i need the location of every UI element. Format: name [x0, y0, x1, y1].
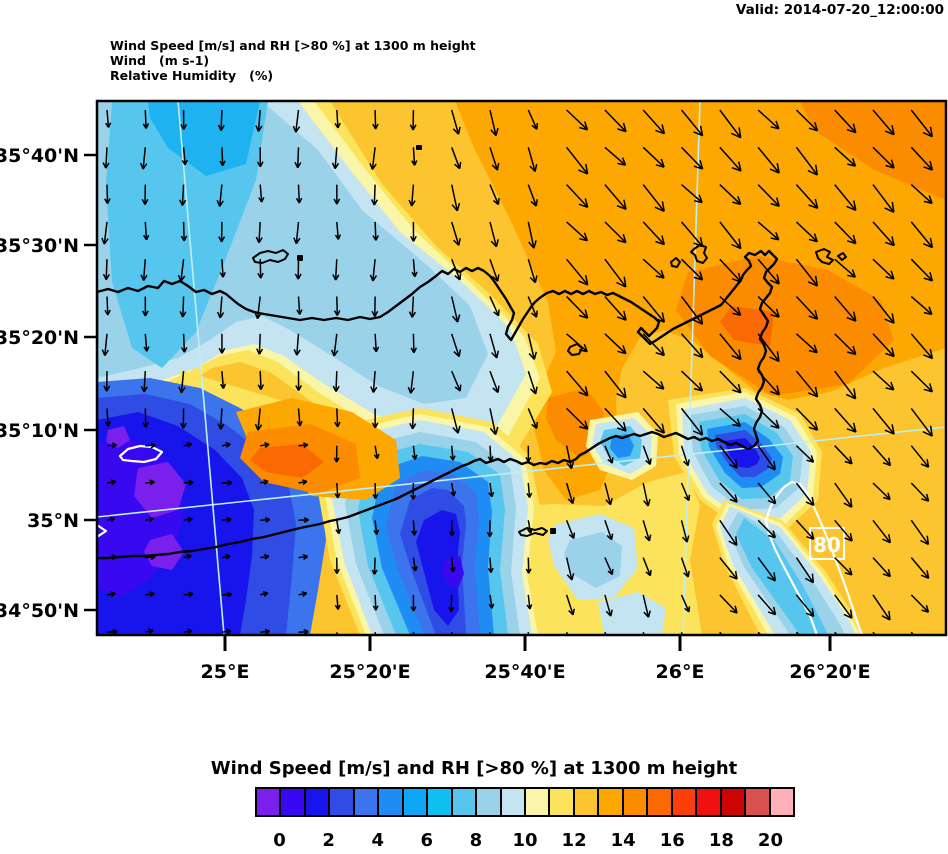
y-tick-label: 35°40'N	[0, 145, 79, 167]
y-tick-label: 35°30'N	[0, 235, 79, 257]
field-region-crete-orange-core2	[250, 444, 324, 478]
colorbar-tick-6: 6	[420, 830, 434, 851]
colorbar-tick-20: 20	[757, 830, 783, 851]
plot-title-line3: Relative Humidity (%)	[110, 68, 274, 83]
colorbar-cell-2	[304, 788, 330, 816]
y-tick-label: 34°50'N	[0, 600, 79, 622]
colorbar-cell-9	[476, 788, 501, 816]
colorbar-cell-6	[402, 788, 428, 816]
colorbar-cell-11	[524, 788, 550, 816]
colorbar	[255, 787, 795, 817]
y-tick-label: 35°N	[27, 510, 79, 532]
colorbar-tick-18: 18	[708, 830, 734, 851]
islet-dot-2	[550, 528, 556, 534]
field-region-sw-purple2	[144, 534, 184, 570]
field-region-southcenter-paleblue2	[598, 592, 666, 635]
islet-dot-3	[416, 145, 422, 150]
colorbar-cell-17	[671, 788, 697, 816]
colorbar-tick-14: 14	[610, 830, 636, 851]
x-tick-label: 25°20'E	[329, 661, 410, 683]
mid-islet	[567, 343, 583, 356]
colorbar-cell-19	[720, 788, 746, 816]
field-region-sw-purple3	[106, 426, 130, 448]
islet-dot-1	[297, 255, 303, 261]
colorbar-cell-8	[451, 788, 477, 816]
colorbar-cell-18	[696, 788, 721, 816]
colorbar-cell-4	[353, 788, 379, 816]
colorbar-cell-21	[769, 788, 794, 816]
colorbar-cell-12	[549, 788, 574, 816]
colorbar-tick-12: 12	[561, 830, 587, 851]
colorbar-cell-1	[280, 788, 305, 816]
field-region-cblob-core	[416, 510, 460, 626]
colorbar-cell-16	[647, 788, 672, 816]
field-region-orange-deep-corner	[800, 101, 946, 200]
field-region-southcenter-lightblue	[564, 532, 622, 588]
colorbar-tick-0: 0	[273, 830, 286, 851]
field-region-nw-deepblue	[148, 101, 260, 176]
plot-title-line2: Wind (m s-1)	[110, 53, 210, 68]
rh-contour-label-box	[809, 527, 845, 560]
map-border	[95, 99, 948, 637]
valid-time-label: Valid: 2014-07-20_12:00:00	[735, 2, 944, 18]
plot-titles: Wind Speed [m/s] and RH [>80 %] at 1300 …	[110, 38, 476, 83]
colorbar-tick-10: 10	[512, 830, 538, 851]
rh-contour-label: 80	[813, 533, 841, 557]
map-field: 80	[97, 101, 946, 635]
gridline-meridian-26E	[682, 101, 701, 635]
rh-contour-2	[118, 444, 164, 464]
rh-contour-3	[97, 524, 108, 538]
colorbar-title: Wind Speed [m/s] and RH [>80 %] at 1300 …	[210, 758, 738, 779]
colorbar-cell-15	[622, 788, 648, 816]
plot-title-line1: Wind Speed [m/s] and RH [>80 %] at 1300 …	[110, 38, 476, 53]
dionysades-island	[815, 248, 834, 265]
colorbar-cell-20	[745, 788, 770, 816]
colorbar-tick-8: 8	[469, 830, 483, 851]
x-tick-label: 26°E	[656, 661, 705, 683]
colorbar-cell-10	[500, 788, 525, 816]
colorbar-cell-0	[256, 788, 281, 816]
elounda-islet	[670, 257, 681, 268]
field-region-seblob-core	[724, 438, 760, 468]
field-region-orange-deep-ne	[676, 256, 894, 396]
wind-arrows	[101, 109, 934, 635]
field-region-sw-purple1	[134, 462, 186, 518]
colorbar-tick-16: 16	[659, 830, 685, 851]
chrissi-island	[518, 527, 548, 537]
colorbar-cell-5	[378, 788, 403, 816]
x-tick-label: 26°20'E	[789, 661, 870, 683]
gridline-parallel-35N	[97, 426, 946, 518]
rh-contour-0	[764, 480, 864, 635]
y-tick-label: 35°20'N	[0, 327, 79, 349]
x-tick-label: 25°40'E	[484, 661, 565, 683]
colorbar-cell-7	[427, 788, 452, 816]
map-canvas: 80 35°40'N 35°30'N 35°20'N 35°10'N 35°N 34°50'…	[0, 99, 948, 683]
y-tick-label: 35°10'N	[0, 420, 79, 442]
colorbar-tick-labels: 0 2 4 6 8 10 12 14 16 18 20	[0, 830, 948, 854]
field-region-spot-core	[610, 434, 634, 458]
colorbar-cell-3	[329, 788, 354, 816]
colorbar-cell-13	[573, 788, 599, 816]
x-tick-label: 25°E	[201, 661, 250, 683]
colorbar-tick-2: 2	[322, 830, 335, 851]
dionysades-islet	[837, 252, 847, 261]
colorbar-cell-14	[598, 788, 623, 816]
colorbar-tick-4: 4	[371, 830, 384, 851]
